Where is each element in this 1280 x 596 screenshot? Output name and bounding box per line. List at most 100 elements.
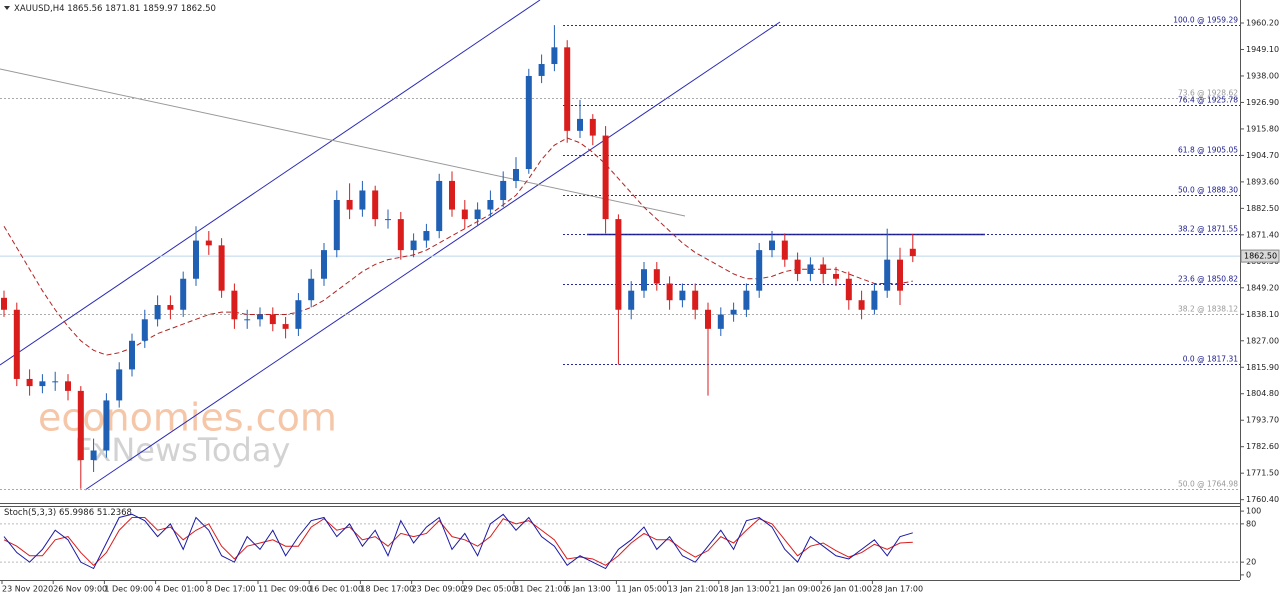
- y-tick-label: 1960.20: [1246, 18, 1279, 27]
- channel-upper: [0, 0, 541, 366]
- chart-header: XAUUSD,H4 1865.56 1871.81 1859.97 1862.5…: [14, 4, 216, 14]
- candle-body: [615, 219, 622, 310]
- candle-body: [666, 283, 673, 301]
- candle-body: [756, 250, 763, 291]
- candle-body: [410, 240, 417, 251]
- candle-body: [641, 269, 647, 291]
- x-tick-label: 23 Nov 2020: [2, 585, 53, 594]
- candle-body: [397, 219, 404, 251]
- candle-body: [449, 180, 455, 210]
- candle-body: [884, 259, 891, 291]
- trend-line: [0, 68, 686, 217]
- candle-body: [423, 231, 430, 241]
- candle-body: [321, 250, 327, 279]
- candle-body: [692, 290, 699, 310]
- candle-body: [717, 314, 724, 329]
- candle-body: [180, 278, 187, 310]
- y-tick-label: 1882.50: [1246, 204, 1279, 213]
- y-tick-label: 80: [1246, 519, 1256, 528]
- candle-body: [730, 309, 737, 315]
- candle-body: [154, 304, 161, 320]
- x-tick-label: 18 Jan 13:00: [719, 585, 770, 594]
- candle-body: [39, 381, 46, 387]
- candle-body: [871, 290, 878, 310]
- candle-body: [653, 269, 660, 284]
- x-tick-label: 4 Dec 01:00: [156, 585, 205, 594]
- candle-body: [781, 240, 788, 260]
- candle-body: [13, 309, 20, 379]
- candle-body: [77, 390, 84, 461]
- y-tick-label: 1838.10: [1246, 310, 1279, 319]
- y-tick-label: 1949.10: [1246, 45, 1279, 54]
- fib-label: 23.6 @ 1850.82: [1178, 275, 1238, 284]
- candle-body: [129, 340, 135, 370]
- candle-body: [308, 278, 315, 301]
- candle-body: [500, 180, 507, 201]
- y-tick-label: 1827.00: [1246, 336, 1279, 345]
- candle-body: [52, 381, 59, 383]
- candle-body: [346, 200, 353, 210]
- candle-body: [385, 219, 391, 221]
- y-tick-label: 1815.90: [1246, 363, 1279, 372]
- candle-body: [909, 248, 916, 257]
- drawings: [0, 0, 985, 491]
- high: 1871.81: [105, 4, 140, 14]
- stoch-label: Stoch(5,3,3): [4, 508, 56, 518]
- candle-body: [436, 180, 443, 232]
- fib-label: 0.0 @ 1817.31: [1183, 355, 1238, 364]
- x-tick-label: 28 Jan 17:00: [872, 585, 923, 594]
- candle-body: [807, 264, 814, 274]
- x-tick-label: 11 Jan 05:00: [616, 585, 667, 594]
- stoch-header: Stoch(5,3,3) 65.9986 51.2368: [4, 508, 132, 518]
- candle-body: [257, 314, 263, 320]
- candle-body: [90, 450, 97, 461]
- candle-body: [845, 278, 852, 301]
- x-tick-label: 23 Dec 09:00: [412, 585, 466, 594]
- x-tick-label: 26 Nov 09:00: [53, 585, 107, 594]
- price-tag: [1240, 249, 1280, 263]
- candle-body: [743, 290, 750, 310]
- candle-body: [1, 297, 7, 310]
- candle-body: [65, 381, 71, 391]
- candle-body: [372, 190, 379, 220]
- fib-label: 38.2 @ 1838.12: [1178, 305, 1238, 314]
- candle-body: [525, 75, 532, 169]
- candle-body: [474, 209, 481, 220]
- candle-body: [193, 240, 199, 279]
- candle-body: [487, 200, 494, 210]
- x-tick-label: 31 Dec 21:00: [514, 585, 568, 594]
- candle-body: [26, 378, 33, 387]
- candle-body: [769, 240, 775, 251]
- x-tick-label: 11 Dec 09:00: [258, 585, 312, 594]
- candle-body: [833, 273, 839, 279]
- y-tick-label: 1938.00: [1246, 71, 1279, 80]
- x-tick-label: 1 Dec 09:00: [104, 585, 153, 594]
- fib-label: 50.0 @ 1888.30: [1178, 186, 1238, 195]
- candle-body: [513, 169, 519, 181]
- x-tick-label: 21 Jan 09:00: [770, 585, 821, 594]
- watermark: economies.com: [38, 396, 337, 440]
- y-tick-label: 1893.60: [1246, 177, 1279, 186]
- candle-body: [282, 324, 289, 329]
- y-tick-label: 20: [1246, 558, 1256, 567]
- candle-body: [794, 259, 801, 274]
- menu-arrow[interactable]: [4, 6, 10, 10]
- candle-body: [897, 259, 903, 291]
- y-tick-label: 1782.60: [1246, 442, 1279, 451]
- fib-label: 61.8 @ 1905.05: [1178, 146, 1238, 155]
- y-tick-label: 1760.40: [1246, 495, 1279, 504]
- y-tick-label: 1915.80: [1246, 124, 1279, 133]
- fib-label: 50.0 @ 1764.98: [1178, 480, 1238, 489]
- candle-body: [167, 304, 174, 310]
- y-tick-label: 1871.40: [1246, 230, 1279, 239]
- candle-body: [103, 400, 110, 451]
- y-tick-label: 1771.50: [1246, 469, 1279, 478]
- symbol: XAUUSD,H4: [14, 4, 65, 14]
- candle-body: [820, 264, 827, 274]
- candle-body: [538, 64, 545, 76]
- candle-body: [116, 369, 123, 401]
- candle-body: [589, 118, 596, 136]
- fib-label: 76.4 @ 1925.78: [1178, 96, 1238, 105]
